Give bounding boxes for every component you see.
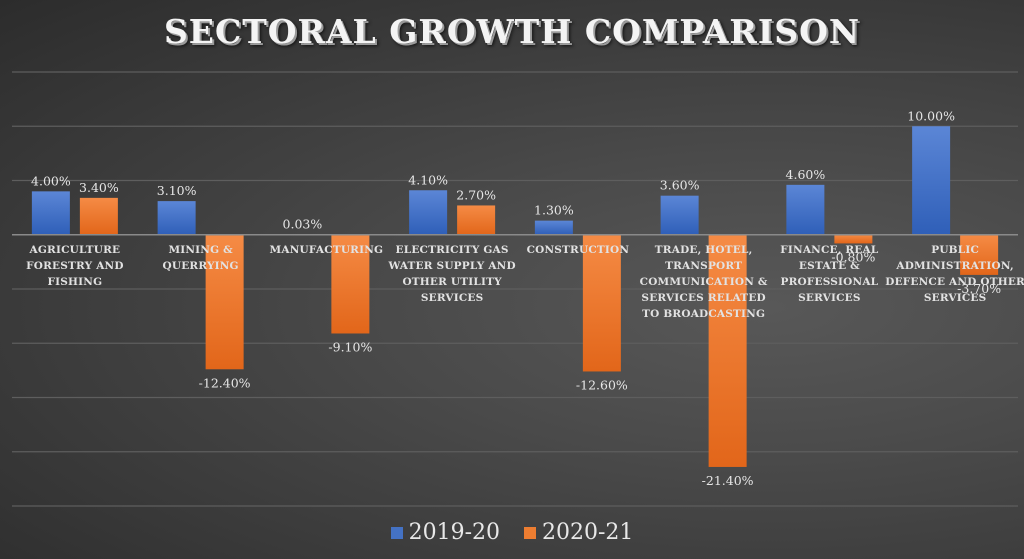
bar-2020-21-5[interactable] (582, 234, 621, 372)
data-label: -0.80% (831, 249, 875, 264)
data-label: 3.10% (157, 183, 197, 198)
bar-2020-21-6[interactable] (708, 234, 747, 467)
bar-2019-20-1[interactable] (31, 191, 70, 235)
data-label: 4.10% (408, 172, 448, 187)
bar-2020-21-7[interactable] (834, 234, 873, 244)
bar-2020-21-2[interactable] (205, 234, 244, 370)
legend-label: 2020-21 (542, 520, 634, 545)
bar-2019-20-7[interactable] (786, 184, 825, 235)
bar-2020-21-4[interactable] (457, 205, 496, 235)
legend-swatch-blue (390, 526, 403, 539)
category-label: AGRICULTURE FORESTRY AND FISHING (26, 244, 124, 288)
data-label: -12.60% (576, 377, 628, 392)
bar-2020-21-8[interactable] (960, 234, 999, 275)
category-label: MANUFACTURING (270, 244, 384, 256)
category-label: PUBLIC ADMINISTRATION, DEFENCE AND OTHER SE… (885, 244, 1024, 304)
data-label: 10.00% (907, 108, 955, 123)
category-label: CONSTRUCTION (527, 244, 630, 256)
data-label: -12.40% (199, 375, 251, 390)
category-label: TRADE, HOTEL, TRANSPORT COMMUNICATION & SER… (640, 244, 768, 320)
bar-2020-21-1[interactable] (79, 197, 118, 235)
data-label: 0.03% (283, 216, 323, 231)
bar-2020-21-3[interactable] (331, 234, 370, 334)
legend: 2019-20 2020-21 (0, 520, 1024, 545)
data-label: 3.60% (660, 178, 700, 193)
category-label: ELECTRICITY GAS WATER SUPPLY AND OTHER UTI… (387, 244, 515, 304)
data-label: 4.60% (786, 167, 826, 182)
chart-title: SECTORAL GROWTH COMPARISON (163, 12, 861, 51)
category-label: MINING & QUERRYING (163, 244, 239, 272)
bar-2019-20-2[interactable] (157, 201, 196, 235)
data-label: 1.30% (534, 203, 574, 218)
legend-item-2020-21[interactable]: 2020-21 (524, 520, 633, 545)
bar-2019-20-4[interactable] (409, 190, 448, 235)
data-label: -9.10% (328, 339, 372, 354)
data-label: 2.70% (456, 187, 496, 202)
legend-swatch-orange (524, 526, 536, 539)
category-label: FINANCE, REAL ESTATE & PROFESSIONAL SERVICE… (780, 244, 879, 304)
data-label: 4.00% (31, 173, 71, 188)
data-label: 3.40% (79, 180, 119, 195)
data-label: -21.40% (702, 473, 754, 488)
bar-2019-20-6[interactable] (660, 195, 699, 235)
bar-2019-20-5[interactable] (534, 220, 573, 235)
bar-2019-20-8[interactable] (912, 126, 951, 235)
legend-item-2019-20[interactable]: 2019-20 (390, 520, 500, 545)
data-label: -3.70% (957, 281, 1001, 296)
legend-label: 2019-20 (408, 520, 500, 545)
